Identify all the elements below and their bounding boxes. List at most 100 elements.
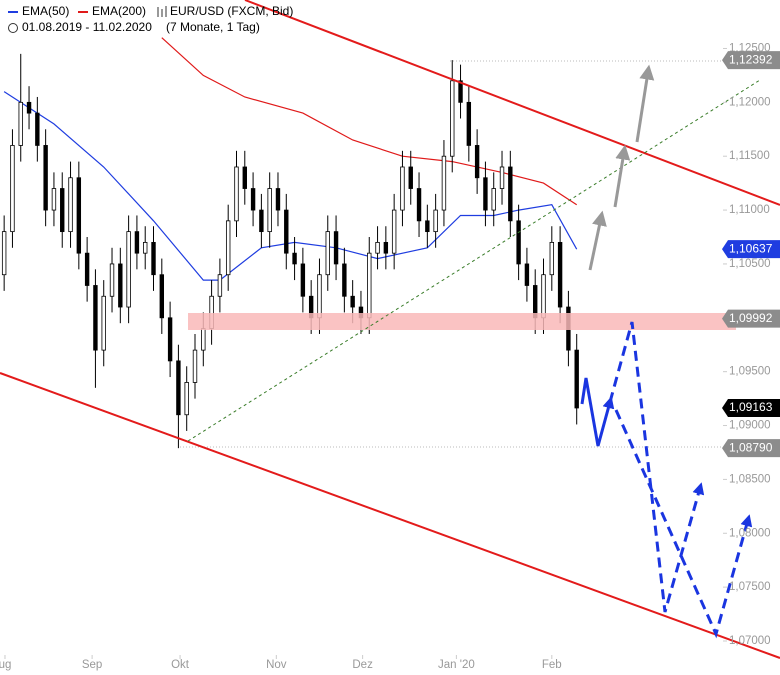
candle <box>109 247 115 313</box>
candle <box>60 172 65 248</box>
channel-top <box>244 0 780 206</box>
candle <box>300 247 306 313</box>
candle <box>284 193 289 270</box>
date-range: 01.08.2019 - 11.02.2020 <box>22 20 152 34</box>
x-tick-label: ug <box>0 659 11 671</box>
price-label-box <box>722 309 780 328</box>
candle <box>151 226 156 291</box>
y-tick-label: 1,07000 <box>729 635 771 647</box>
y-tick-label: 1,10500 <box>729 258 771 270</box>
arrow <box>613 144 631 208</box>
candle-body <box>292 252 297 265</box>
candle <box>433 193 438 248</box>
y-tick-label: 1,11500 <box>729 150 770 162</box>
price-label: 1,09992 <box>729 311 773 325</box>
candle-body <box>400 166 405 211</box>
candle-body <box>541 274 546 319</box>
candle <box>416 172 422 238</box>
candle-body <box>433 209 438 233</box>
x-tick-label: Dez <box>352 659 373 671</box>
candle-body <box>134 231 140 254</box>
candle <box>68 161 73 248</box>
candle-body <box>109 263 115 297</box>
candle <box>209 280 214 345</box>
candle-body <box>491 188 496 211</box>
price-label-box <box>722 51 780 70</box>
candle <box>159 258 165 334</box>
candle <box>275 172 281 227</box>
candle-body <box>574 349 579 409</box>
candle-body <box>383 241 389 254</box>
candle-body <box>499 166 505 189</box>
candle-body <box>51 188 57 211</box>
candle <box>192 333 198 399</box>
candle-body <box>176 360 181 416</box>
candle-body <box>367 252 372 319</box>
candle-body <box>118 263 123 308</box>
candle-body <box>391 209 397 254</box>
candle-body <box>26 101 32 114</box>
support-zone <box>188 313 736 330</box>
candle <box>10 129 15 248</box>
candle-body <box>524 263 530 286</box>
legend-label: EMA(50) <box>22 4 69 18</box>
candle <box>557 226 563 324</box>
candle-body <box>10 145 15 233</box>
candle <box>450 60 455 173</box>
candle-body <box>458 80 463 103</box>
y-tick-label: 1,09000 <box>729 420 771 432</box>
y-tick-label: 1,11000 <box>729 204 770 216</box>
candle-body <box>201 328 206 351</box>
candle-body <box>441 155 447 211</box>
candle <box>375 226 380 270</box>
candle <box>76 161 82 270</box>
candle-body <box>284 209 289 254</box>
candle-body <box>275 188 281 211</box>
x-tick-label: Nov <box>266 659 287 671</box>
trend-line <box>187 79 761 442</box>
period: (7 Monate, 1 Tag) <box>166 20 260 34</box>
candle-body <box>225 220 231 276</box>
candle <box>483 161 488 227</box>
y-tick-label: 1,12000 <box>729 96 771 108</box>
candle-body <box>325 231 330 276</box>
channel-bottom <box>0 372 780 659</box>
candle-body <box>333 231 339 265</box>
candle-body <box>76 177 82 254</box>
candle <box>383 226 389 270</box>
price-label-box <box>722 240 780 259</box>
y-tick-label: 1,07500 <box>729 581 771 593</box>
candle-body <box>350 295 355 308</box>
y-tick-label: 1,08000 <box>729 527 771 539</box>
candle-body <box>18 101 23 146</box>
candle-body <box>557 241 563 308</box>
candle-body <box>93 285 98 351</box>
y-tick-label: 1,09500 <box>729 366 771 378</box>
candle <box>93 269 98 388</box>
candle <box>51 172 57 227</box>
candle <box>134 215 140 270</box>
price-label: 1,12392 <box>729 52 773 66</box>
arrow <box>588 210 607 271</box>
candle-body <box>234 166 239 222</box>
candle <box>391 193 397 270</box>
candle-body <box>483 177 488 211</box>
candle <box>342 247 347 313</box>
candle <box>400 150 405 227</box>
candle <box>118 247 123 324</box>
candle-body <box>533 285 538 319</box>
candle-body <box>126 231 131 308</box>
candle-body <box>416 188 422 222</box>
candle-body <box>1 231 7 276</box>
arrow <box>635 64 655 143</box>
candle-body <box>317 274 322 319</box>
candle <box>574 333 579 425</box>
candle-body <box>466 101 472 146</box>
candle <box>491 172 496 227</box>
candle-body <box>342 263 347 297</box>
candle <box>176 344 181 449</box>
candle <box>325 215 330 291</box>
price-label-box <box>722 439 780 458</box>
legend-label: EMA(200) <box>92 4 146 18</box>
